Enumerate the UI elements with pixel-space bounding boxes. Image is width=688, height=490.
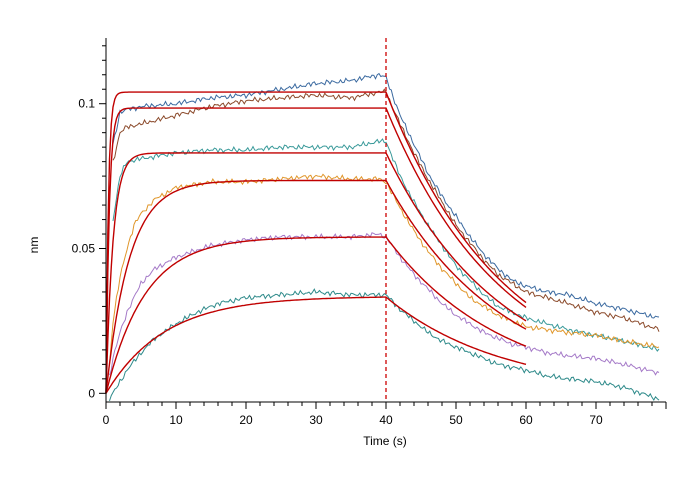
- fit-curve: [105, 236, 527, 394]
- x-tick-label: 10: [169, 413, 183, 427]
- fit-curve: [105, 296, 527, 394]
- plot-area: [105, 38, 660, 402]
- x-tick-label: 60: [519, 413, 533, 427]
- x-tick-label: 30: [309, 413, 323, 427]
- x-tick-label: 0: [103, 413, 110, 427]
- x-tick-label: 70: [589, 413, 603, 427]
- fit-curve: [105, 91, 527, 394]
- fit-curve: [105, 152, 527, 394]
- fit-curve: [105, 107, 527, 394]
- y-tick-label: 0.1: [78, 97, 95, 111]
- measured-trace: [109, 173, 660, 365]
- measured-trace: [109, 288, 660, 402]
- x-tick-label: 50: [449, 413, 463, 427]
- y-tick-label: 0.05: [72, 242, 96, 256]
- y-ticks: 0 0.05 0.1: [72, 45, 106, 400]
- x-tick-label: 20: [239, 413, 253, 427]
- x-tick-label: 40: [379, 413, 393, 427]
- x-ticks: 0 10 20 30 40 50 60 70: [103, 402, 667, 427]
- y-axis-title: nm: [27, 237, 41, 254]
- measured-trace: [109, 232, 660, 376]
- x-axis-title: Time (s): [363, 434, 407, 448]
- y-tick-label: 0: [88, 386, 95, 400]
- axes: 0 10 20 30 40 50 60 70 0 0.05 0.1: [72, 38, 667, 427]
- fit-curve: [105, 179, 527, 394]
